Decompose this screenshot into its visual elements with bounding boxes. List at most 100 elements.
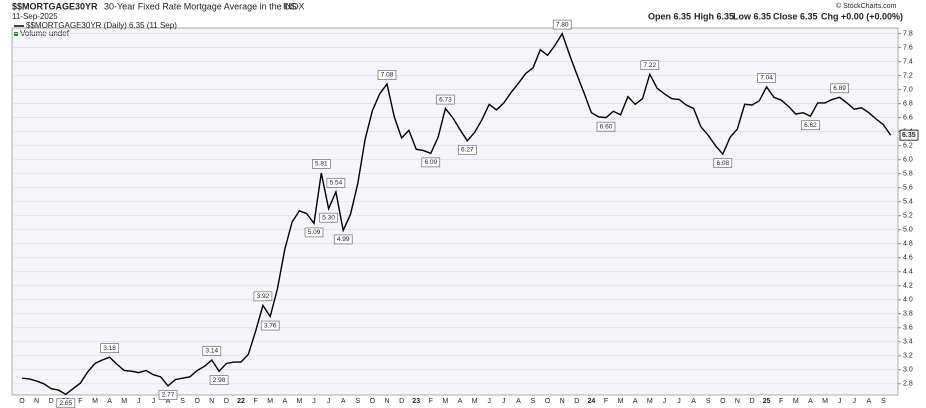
value-label: 4.99	[337, 236, 350, 243]
value-label: 7.80	[556, 21, 569, 28]
series-line	[21, 31, 892, 396]
y-tick-label: 4.0	[903, 297, 913, 304]
value-label-box	[304, 227, 324, 238]
x-tick-label: M	[442, 398, 448, 405]
y-tick-label: 6.2	[903, 143, 913, 150]
x-tick-label: A	[633, 398, 638, 405]
x-tick-label: J	[487, 398, 491, 405]
x-tick-label: A	[282, 398, 287, 405]
x-tick-label: J	[312, 398, 316, 405]
x-tick-label: A	[866, 398, 871, 405]
x-tick-label: S	[355, 398, 360, 405]
value-label: 2.65	[59, 400, 72, 407]
value-label: 2.98	[213, 377, 226, 384]
legend-label: $$MORTGAGE30YR (Daily) 6.35 (11 Sep)	[26, 21, 177, 30]
x-tick-label: A	[516, 398, 521, 405]
chart-title: $$MORTGAGE30YR	[12, 1, 98, 11]
value-label-box	[333, 234, 353, 245]
x-tick-label: F	[78, 398, 82, 405]
value-label-box	[253, 291, 273, 302]
x-tick-label: D	[749, 398, 754, 405]
x-tick-label: M	[296, 398, 302, 405]
y-tick-label: 6.8	[903, 100, 913, 107]
y-tick-label: 4.6	[903, 255, 913, 262]
y-tick-label: 7.4	[903, 58, 913, 65]
x-tick-label: O	[545, 398, 551, 405]
value-label-box	[640, 60, 660, 71]
x-tick-label: M	[472, 398, 478, 405]
x-tick-label: M	[267, 398, 273, 405]
y-tick-label: 3.8	[903, 311, 913, 318]
value-label-box	[260, 320, 280, 331]
value-label: 5.81	[315, 161, 328, 168]
value-label-box	[319, 212, 338, 223]
x-tick-label: F	[429, 398, 433, 405]
value-label-box	[596, 121, 616, 132]
volume-swatch	[14, 32, 18, 36]
x-tick-label: M	[121, 398, 127, 405]
x-tick-label: D	[399, 398, 404, 405]
x-tick-label: D	[224, 398, 229, 405]
y-tick-label: 4.4	[903, 269, 913, 276]
x-tick-label: N	[209, 398, 214, 405]
value-label: 6.08	[716, 160, 729, 167]
y-tick-label: 5.8	[903, 171, 913, 178]
x-tick-label: S	[531, 398, 536, 405]
ohlc-low: Low 6.35	[733, 11, 771, 21]
value-label-box	[757, 73, 776, 83]
y-tick-label: 4.2	[903, 283, 913, 290]
x-tick-label: A	[458, 398, 463, 405]
y-tick-label: 3.6	[903, 325, 913, 332]
y-tick-label: 5.6	[903, 185, 913, 192]
y-tick-label: 3.4	[903, 339, 913, 346]
y-tick-label: 7.8	[903, 30, 913, 37]
y-tick-label: 7.0	[903, 86, 913, 93]
ohlc-open: Open 6.35	[648, 11, 691, 21]
x-tick-label: J	[852, 398, 856, 405]
x-tick-label: J	[663, 398, 667, 405]
value-label: 6.09	[424, 159, 437, 166]
x-tick-label: A	[107, 398, 112, 405]
value-label: 6.27	[461, 146, 474, 153]
x-tick-label: 24	[588, 398, 596, 405]
value-label: 7.08	[381, 72, 394, 79]
chart-subtitle: 30-Year Fixed Rate Mortgage Average in t…	[104, 1, 297, 11]
value-label: 3.14	[205, 348, 218, 355]
x-tick-label: F	[253, 398, 257, 405]
x-tick-label: A	[341, 398, 346, 405]
x-tick-label: N	[384, 398, 389, 405]
y-tick-label: 6.6	[903, 114, 913, 121]
y-tick-label: 5.2	[903, 213, 913, 220]
value-label-box	[436, 94, 455, 105]
y-tick-label: 7.2	[903, 72, 913, 79]
y-tick-label: 2.8	[903, 381, 913, 388]
y-tick-label: 4.8	[903, 241, 913, 248]
x-tick-label: M	[822, 398, 828, 405]
ohlc-close: Close 6.35	[773, 11, 818, 21]
x-tick-label: M	[647, 398, 653, 405]
x-tick-label: J	[152, 398, 156, 405]
x-tick-label: M	[92, 398, 98, 405]
value-label-box	[830, 83, 849, 94]
x-tick-label: M	[618, 398, 624, 405]
y-tick-label: 5.4	[903, 199, 913, 206]
x-tick-label: 23	[412, 398, 420, 405]
x-tick-label: S	[706, 398, 711, 405]
x-tick-label: O	[720, 398, 726, 405]
value-label: 5.54	[330, 180, 343, 187]
value-label: 3.18	[103, 345, 116, 352]
y-tick-label: 7.6	[903, 44, 913, 51]
x-tick-label: F	[779, 398, 783, 405]
value-label-box	[377, 70, 397, 80]
x-tick-label: N	[34, 398, 39, 405]
value-label: 6.73	[439, 96, 452, 103]
value-label: 3.76	[264, 322, 277, 329]
x-tick-label: A	[166, 398, 171, 405]
value-label: 6.62	[804, 122, 817, 129]
x-tick-label: J	[327, 398, 331, 405]
x-tick-label: J	[137, 398, 141, 405]
x-tick-label: M	[793, 398, 799, 405]
value-label-box	[158, 390, 178, 400]
x-tick-label: O	[19, 398, 25, 405]
